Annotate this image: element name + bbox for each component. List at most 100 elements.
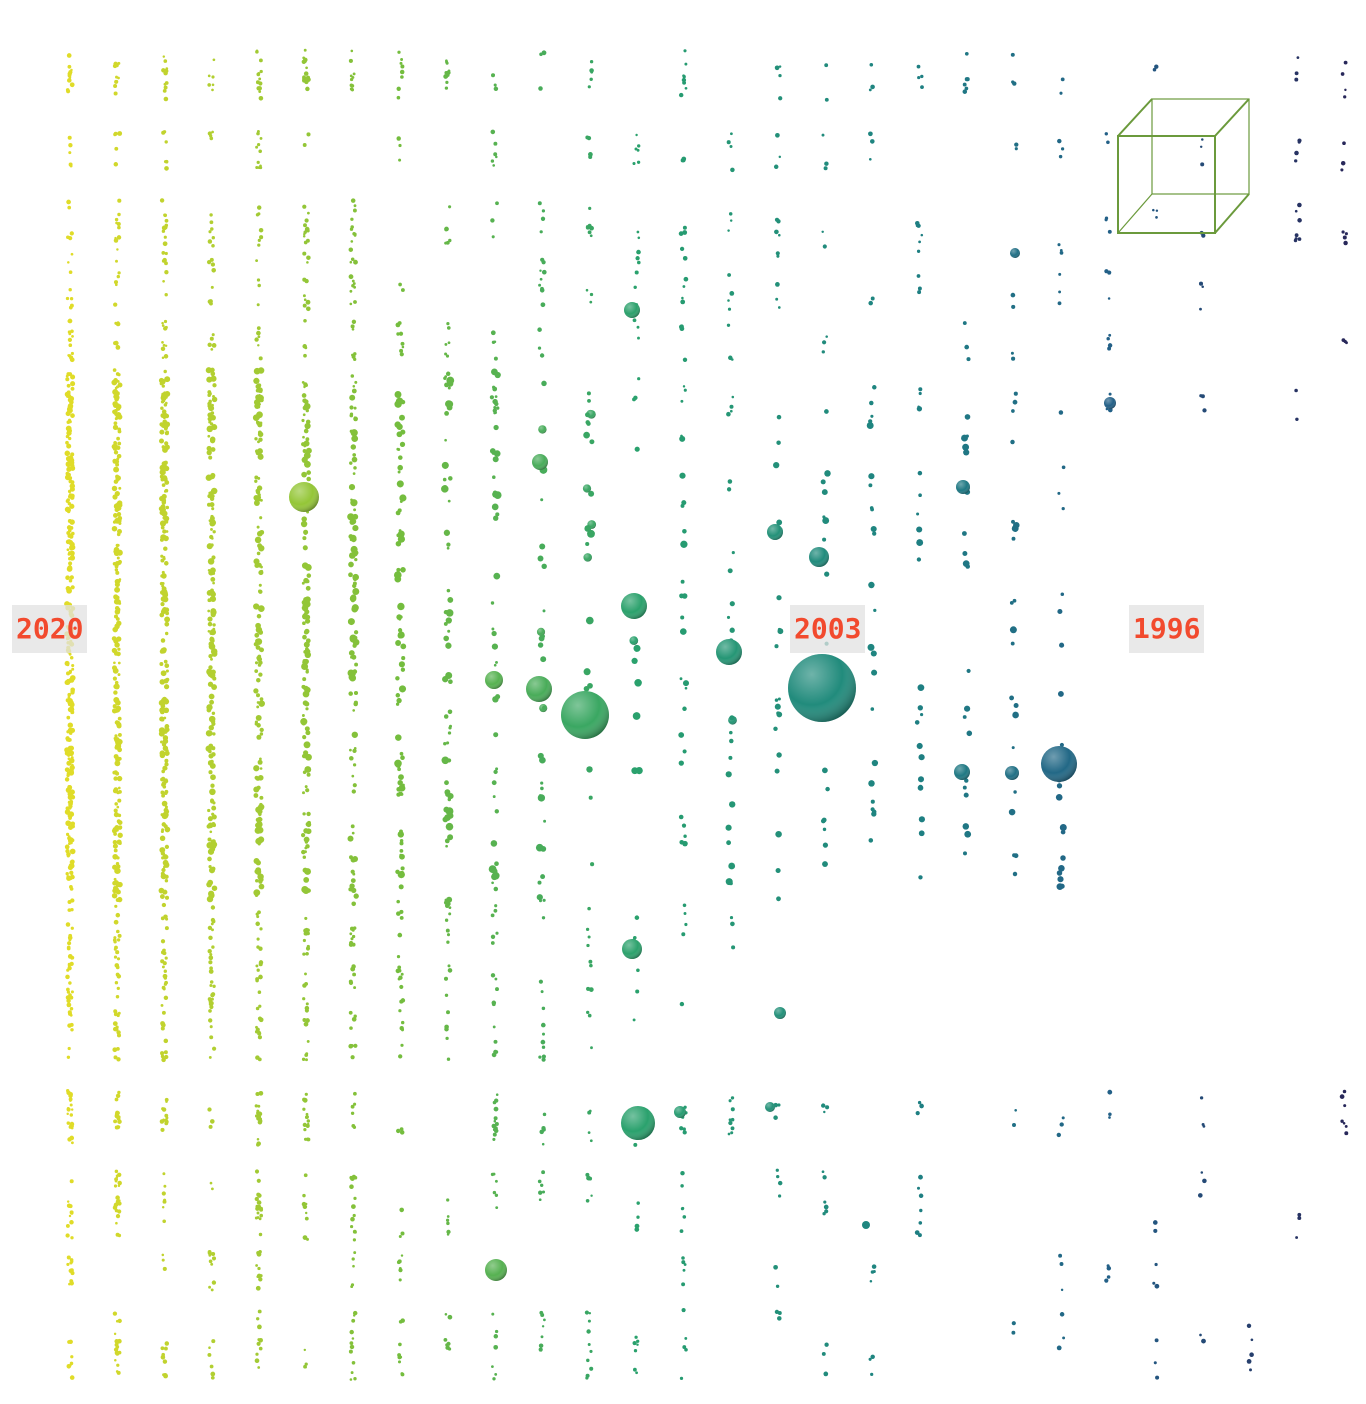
point bbox=[115, 950, 120, 955]
point bbox=[823, 1204, 829, 1210]
point bbox=[631, 767, 639, 775]
point bbox=[306, 573, 312, 578]
point bbox=[823, 1200, 827, 1204]
point bbox=[305, 437, 310, 442]
point bbox=[158, 730, 165, 737]
point bbox=[681, 1308, 686, 1313]
point bbox=[162, 391, 167, 396]
point bbox=[117, 198, 122, 203]
point bbox=[537, 1179, 542, 1184]
point bbox=[678, 732, 685, 738]
point bbox=[206, 445, 212, 451]
point bbox=[729, 601, 735, 607]
point bbox=[114, 586, 121, 593]
point bbox=[211, 1280, 217, 1285]
point bbox=[306, 811, 311, 817]
point bbox=[1108, 1112, 1112, 1116]
point bbox=[259, 136, 263, 140]
point bbox=[256, 915, 260, 919]
point bbox=[1344, 88, 1347, 92]
point bbox=[349, 461, 353, 465]
point bbox=[918, 875, 923, 880]
point bbox=[211, 333, 215, 337]
point bbox=[588, 206, 592, 210]
point bbox=[586, 1329, 591, 1334]
point bbox=[302, 435, 305, 439]
point bbox=[918, 816, 926, 823]
point bbox=[115, 385, 120, 389]
point bbox=[441, 756, 450, 765]
year-label: 2020 bbox=[12, 605, 88, 653]
point bbox=[210, 917, 216, 923]
point bbox=[68, 551, 72, 555]
point bbox=[350, 49, 354, 53]
point bbox=[259, 647, 265, 653]
point bbox=[258, 974, 263, 980]
point bbox=[258, 398, 262, 403]
point bbox=[302, 997, 306, 1001]
point bbox=[1058, 1253, 1063, 1258]
point bbox=[353, 1196, 357, 1201]
point bbox=[165, 505, 170, 510]
point bbox=[165, 611, 170, 616]
point bbox=[211, 424, 218, 431]
point bbox=[351, 327, 355, 331]
point bbox=[1199, 1333, 1202, 1337]
point bbox=[253, 858, 260, 864]
point bbox=[255, 1286, 259, 1290]
point bbox=[161, 483, 166, 487]
point bbox=[160, 790, 165, 795]
point bbox=[259, 927, 263, 931]
point bbox=[258, 1346, 263, 1351]
point bbox=[112, 444, 119, 450]
point bbox=[305, 408, 309, 413]
point bbox=[590, 862, 595, 867]
point bbox=[446, 1057, 451, 1061]
point bbox=[70, 68, 73, 72]
point bbox=[352, 709, 356, 712]
point bbox=[68, 578, 73, 583]
point bbox=[69, 1006, 74, 1011]
point bbox=[400, 64, 405, 69]
point bbox=[726, 615, 731, 619]
point bbox=[111, 636, 117, 642]
point bbox=[256, 1142, 260, 1147]
point bbox=[68, 1282, 71, 1286]
point bbox=[821, 1103, 826, 1108]
point bbox=[353, 893, 359, 899]
point bbox=[66, 1262, 70, 1266]
point bbox=[113, 550, 120, 557]
point bbox=[68, 457, 75, 464]
point bbox=[395, 640, 402, 646]
point bbox=[70, 675, 76, 681]
point bbox=[869, 63, 874, 67]
point bbox=[259, 235, 264, 240]
point bbox=[115, 543, 119, 548]
point bbox=[113, 843, 118, 849]
point bbox=[1057, 608, 1063, 615]
point bbox=[71, 763, 74, 767]
point bbox=[66, 875, 70, 879]
point bbox=[66, 1055, 71, 1059]
point bbox=[774, 768, 780, 774]
point bbox=[209, 257, 214, 262]
point bbox=[1342, 235, 1347, 240]
point bbox=[399, 441, 406, 448]
point bbox=[112, 1021, 118, 1026]
point bbox=[493, 1039, 498, 1044]
point bbox=[211, 244, 215, 248]
point bbox=[541, 563, 547, 570]
point bbox=[776, 595, 782, 601]
point bbox=[443, 741, 447, 746]
point bbox=[68, 876, 73, 881]
point bbox=[776, 519, 783, 526]
point bbox=[399, 1130, 405, 1135]
point bbox=[351, 1016, 357, 1022]
point bbox=[116, 453, 122, 459]
point bbox=[1155, 1375, 1160, 1380]
point bbox=[822, 767, 828, 774]
point bbox=[66, 671, 70, 676]
point bbox=[1012, 399, 1018, 405]
point bbox=[775, 1168, 779, 1172]
point bbox=[917, 1100, 922, 1105]
